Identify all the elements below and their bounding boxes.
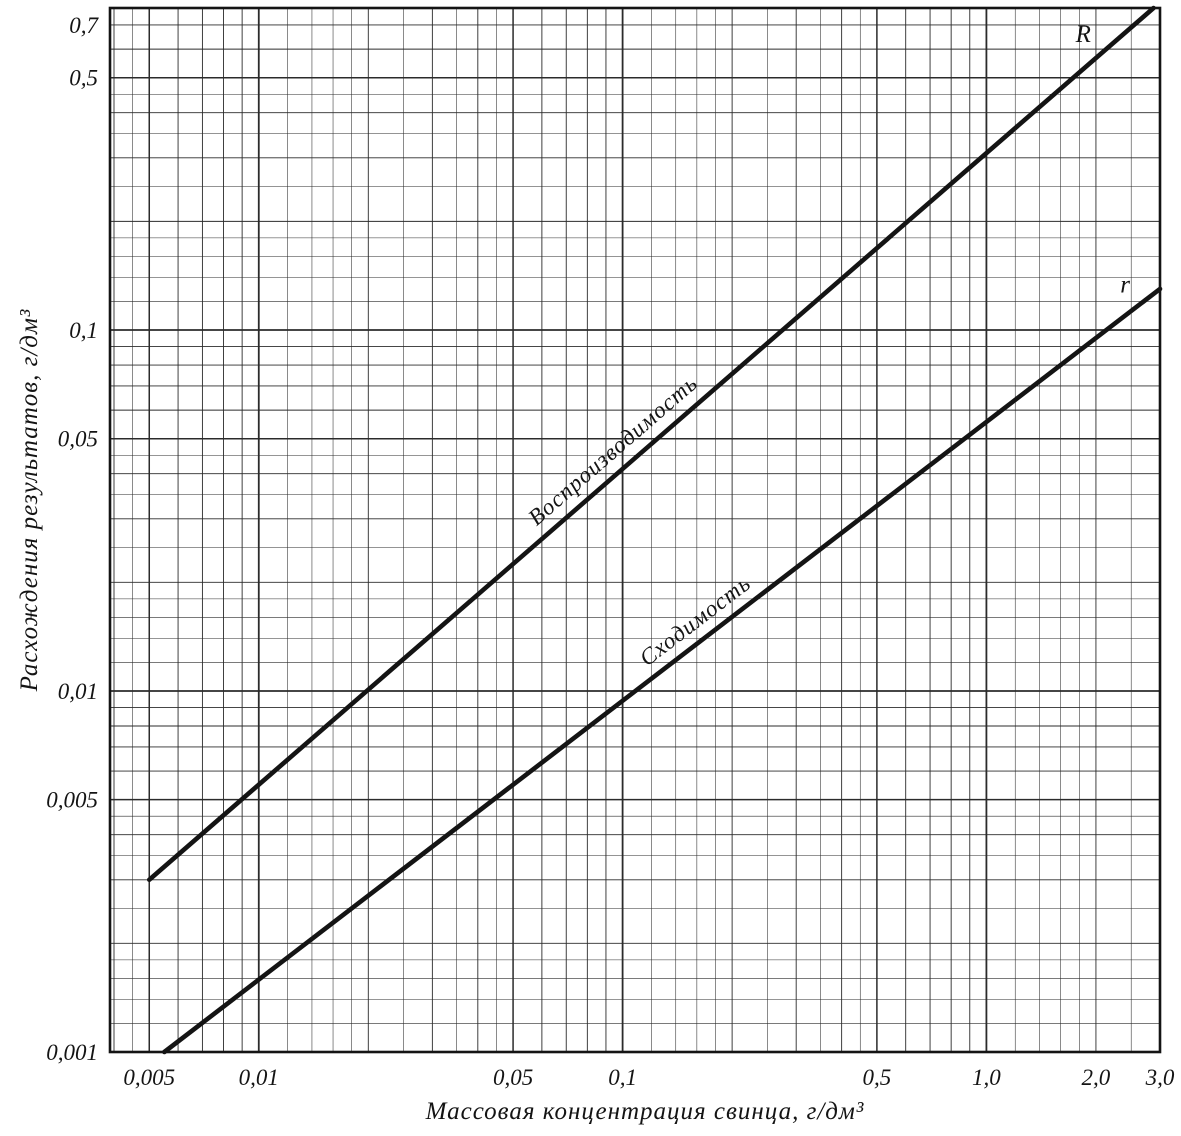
y-tick-label: 0,005: [46, 788, 98, 813]
y-tick-label: 0,5: [69, 66, 98, 91]
series-letter-label-R: R: [1075, 21, 1091, 48]
x-tick-label: 3,0: [1145, 1065, 1175, 1090]
x-tick-label: 0,1: [608, 1065, 637, 1090]
series-name-label-r: Сходимость: [635, 570, 756, 671]
y-axis-title: Расхождения результатов, г/дм³: [16, 308, 43, 692]
x-tick-label: 0,01: [239, 1065, 279, 1090]
plot-frame: [108, 6, 1162, 1054]
x-tick-label: 0,05: [493, 1065, 533, 1090]
x-axis-title: Массовая концентрация свинца, г/дм³: [425, 1098, 865, 1125]
series-letter-label-r: r: [1120, 272, 1130, 299]
y-tick-label: 0,7: [69, 13, 99, 38]
series-line-r: [162, 286, 1163, 1055]
x-tick-label: 2,0: [1082, 1065, 1111, 1090]
y-tick-label: 0,1: [69, 318, 98, 343]
series-name-label-R: Воспроизводимость: [523, 370, 702, 530]
y-tick-label: 0,01: [58, 679, 98, 704]
y-tick-label: 0,05: [58, 427, 98, 452]
x-tick-label: 0,005: [123, 1065, 175, 1090]
y-tick-label: 0,001: [46, 1040, 98, 1065]
x-tick-label: 1,0: [972, 1065, 1001, 1090]
series-line-R: [146, 5, 1156, 883]
x-tick-label: 0,5: [863, 1065, 892, 1090]
